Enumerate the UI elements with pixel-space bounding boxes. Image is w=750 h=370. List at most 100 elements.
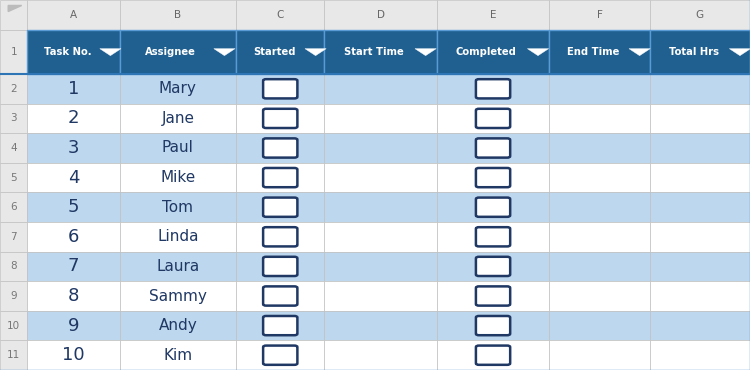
Text: 8: 8 [10,261,17,272]
Bar [436,74,549,104]
Bar [27,340,120,370]
Bar [549,133,650,163]
FancyBboxPatch shape [263,257,298,276]
Bar [436,30,549,74]
Polygon shape [527,49,549,56]
FancyBboxPatch shape [476,286,510,306]
FancyBboxPatch shape [263,109,298,128]
Bar [0,192,27,222]
Bar [120,30,236,74]
Text: Assignee: Assignee [146,47,196,57]
Text: 6: 6 [10,202,17,212]
Text: 5: 5 [68,198,80,216]
Bar [325,192,436,222]
Bar [236,192,325,222]
Bar [325,222,436,252]
Bar [27,30,120,74]
Bar [0,163,27,192]
Bar [325,311,436,340]
Bar [650,340,750,370]
Bar [120,311,236,340]
Text: Tom: Tom [162,200,194,215]
Bar [325,281,436,311]
Text: Started: Started [254,47,296,57]
FancyBboxPatch shape [263,227,298,246]
Text: End Time: End Time [567,47,620,57]
Bar [325,74,436,104]
Bar [325,30,436,74]
Bar [436,222,549,252]
Bar [325,0,436,30]
Bar [236,340,325,370]
Bar [650,0,750,30]
FancyBboxPatch shape [476,79,510,98]
Bar [549,0,650,30]
Bar [120,192,236,222]
Bar [436,163,549,192]
Bar [27,74,120,104]
Text: 7: 7 [10,232,17,242]
Text: 11: 11 [7,350,20,360]
Polygon shape [305,49,326,56]
Text: 9: 9 [10,291,17,301]
Bar [120,0,236,30]
Text: 3: 3 [10,113,17,124]
Bar [436,311,549,340]
FancyBboxPatch shape [476,227,510,246]
FancyBboxPatch shape [263,168,298,187]
Bar [236,311,325,340]
FancyBboxPatch shape [263,138,298,158]
Bar [27,252,120,281]
Text: 5: 5 [10,172,17,183]
Bar [436,252,549,281]
Text: 10: 10 [62,346,85,364]
Text: E: E [490,10,496,20]
Bar [236,281,325,311]
FancyBboxPatch shape [263,79,298,98]
Bar [549,222,650,252]
Text: Sammy: Sammy [149,289,207,303]
Text: D: D [376,10,385,20]
FancyBboxPatch shape [476,198,510,217]
Bar [27,311,120,340]
Polygon shape [415,49,436,56]
Bar [549,192,650,222]
Bar [436,0,549,30]
Bar [0,222,27,252]
Bar [27,281,120,311]
Bar [650,222,750,252]
Text: Andy: Andy [158,318,197,333]
Text: 4: 4 [68,169,80,186]
Polygon shape [8,6,22,11]
Bar [0,74,27,104]
Text: Laura: Laura [156,259,200,274]
Text: 1: 1 [68,80,80,98]
FancyBboxPatch shape [476,138,510,158]
Bar [325,163,436,192]
Bar [325,340,436,370]
Bar [650,74,750,104]
Bar [650,163,750,192]
Bar [0,133,27,163]
Text: Task No.: Task No. [44,47,92,57]
Text: Paul: Paul [162,141,194,155]
Text: Start Time: Start Time [344,47,404,57]
Polygon shape [100,49,121,56]
Bar [0,104,27,133]
Text: Kim: Kim [164,348,193,363]
Bar [236,104,325,133]
Text: 3: 3 [68,139,80,157]
Bar [325,133,436,163]
Text: Completed: Completed [456,47,517,57]
Bar [549,30,650,74]
Text: C: C [277,10,284,20]
Bar [120,133,236,163]
Text: Linda: Linda [157,229,199,244]
Text: 10: 10 [7,320,20,331]
Bar [0,281,27,311]
Bar [436,281,549,311]
Bar [236,133,325,163]
FancyBboxPatch shape [476,346,510,365]
Text: Mike: Mike [160,170,196,185]
Bar [436,133,549,163]
